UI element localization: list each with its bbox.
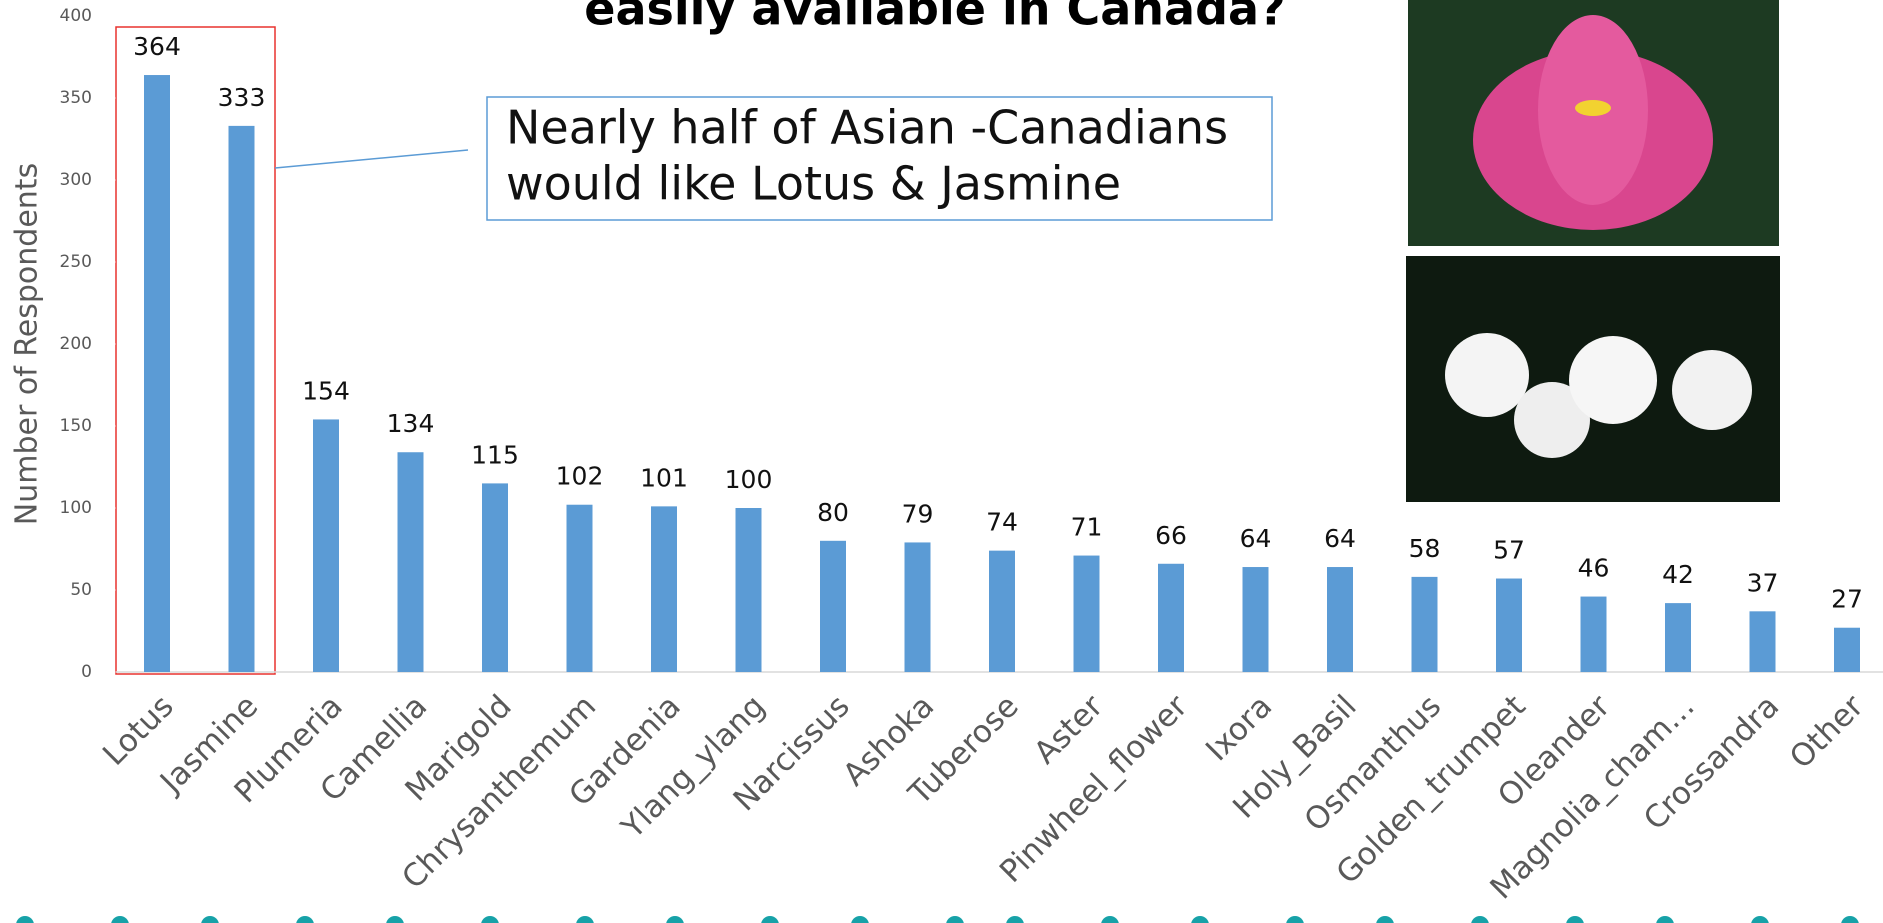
data-label: 42 bbox=[1662, 560, 1694, 589]
bar bbox=[904, 542, 931, 672]
decor-dots bbox=[16, 916, 1859, 923]
bar bbox=[651, 506, 677, 672]
lotus-photo bbox=[1408, 0, 1779, 246]
annotation-line: would like Lotus & Jasmine bbox=[506, 157, 1121, 211]
y-tick-label: 150 bbox=[60, 416, 92, 436]
bar bbox=[482, 483, 508, 672]
data-label: 102 bbox=[556, 462, 604, 491]
bar bbox=[1580, 596, 1607, 672]
y-tick-label: 200 bbox=[60, 334, 92, 354]
data-label: 101 bbox=[640, 463, 688, 492]
y-tick-label: 250 bbox=[60, 252, 92, 272]
data-label: 364 bbox=[133, 32, 181, 61]
y-axis-label: Number of Respondents bbox=[10, 163, 45, 525]
annotation-line: Nearly half of Asian -Canadians bbox=[506, 101, 1228, 155]
bar bbox=[313, 419, 339, 672]
x-tick-label: Other bbox=[1783, 688, 1871, 776]
data-label: 74 bbox=[986, 508, 1018, 537]
x-tick-label: Ixora bbox=[1199, 688, 1279, 768]
jasmine-photo bbox=[1406, 256, 1780, 502]
annotation-box bbox=[486, 96, 1273, 221]
data-label: 37 bbox=[1747, 568, 1779, 597]
bar bbox=[1411, 576, 1438, 672]
bar bbox=[1496, 578, 1522, 672]
data-label: 333 bbox=[218, 83, 266, 112]
bar bbox=[1158, 563, 1184, 672]
data-label: 46 bbox=[1578, 554, 1610, 583]
data-label: 71 bbox=[1071, 513, 1103, 542]
data-label: 64 bbox=[1324, 524, 1356, 553]
data-label: 115 bbox=[471, 440, 519, 469]
bar bbox=[1073, 555, 1100, 672]
data-label: 134 bbox=[387, 409, 435, 438]
y-tick-label: 400 bbox=[60, 6, 92, 26]
y-tick-label: 0 bbox=[81, 662, 92, 682]
bar bbox=[1834, 627, 1860, 672]
y-tick-label: 100 bbox=[60, 498, 92, 518]
bar bbox=[1327, 567, 1353, 672]
data-label: 64 bbox=[1240, 524, 1272, 553]
bar bbox=[144, 75, 170, 673]
data-label: 57 bbox=[1493, 536, 1525, 565]
callout-line bbox=[274, 149, 469, 169]
bar bbox=[566, 504, 593, 672]
bar bbox=[1665, 603, 1691, 672]
bar bbox=[228, 125, 255, 672]
y-tick-label: 350 bbox=[60, 88, 92, 108]
highlight-box bbox=[115, 26, 276, 675]
data-label: 66 bbox=[1155, 521, 1187, 550]
data-label: 80 bbox=[817, 498, 849, 527]
data-label: 58 bbox=[1409, 534, 1441, 563]
data-label: 27 bbox=[1831, 585, 1863, 614]
data-label: 100 bbox=[725, 465, 773, 494]
bar bbox=[989, 550, 1015, 672]
bar bbox=[735, 508, 762, 672]
chart-title: easily available in Canada? bbox=[584, 0, 1285, 36]
bar bbox=[1242, 567, 1269, 672]
bar bbox=[820, 540, 846, 672]
y-tick-label: 50 bbox=[70, 580, 92, 600]
y-tick-label: 300 bbox=[60, 170, 92, 190]
data-label: 79 bbox=[902, 499, 934, 528]
data-label: 154 bbox=[302, 376, 350, 405]
bar bbox=[1749, 611, 1776, 672]
bar bbox=[397, 452, 424, 672]
